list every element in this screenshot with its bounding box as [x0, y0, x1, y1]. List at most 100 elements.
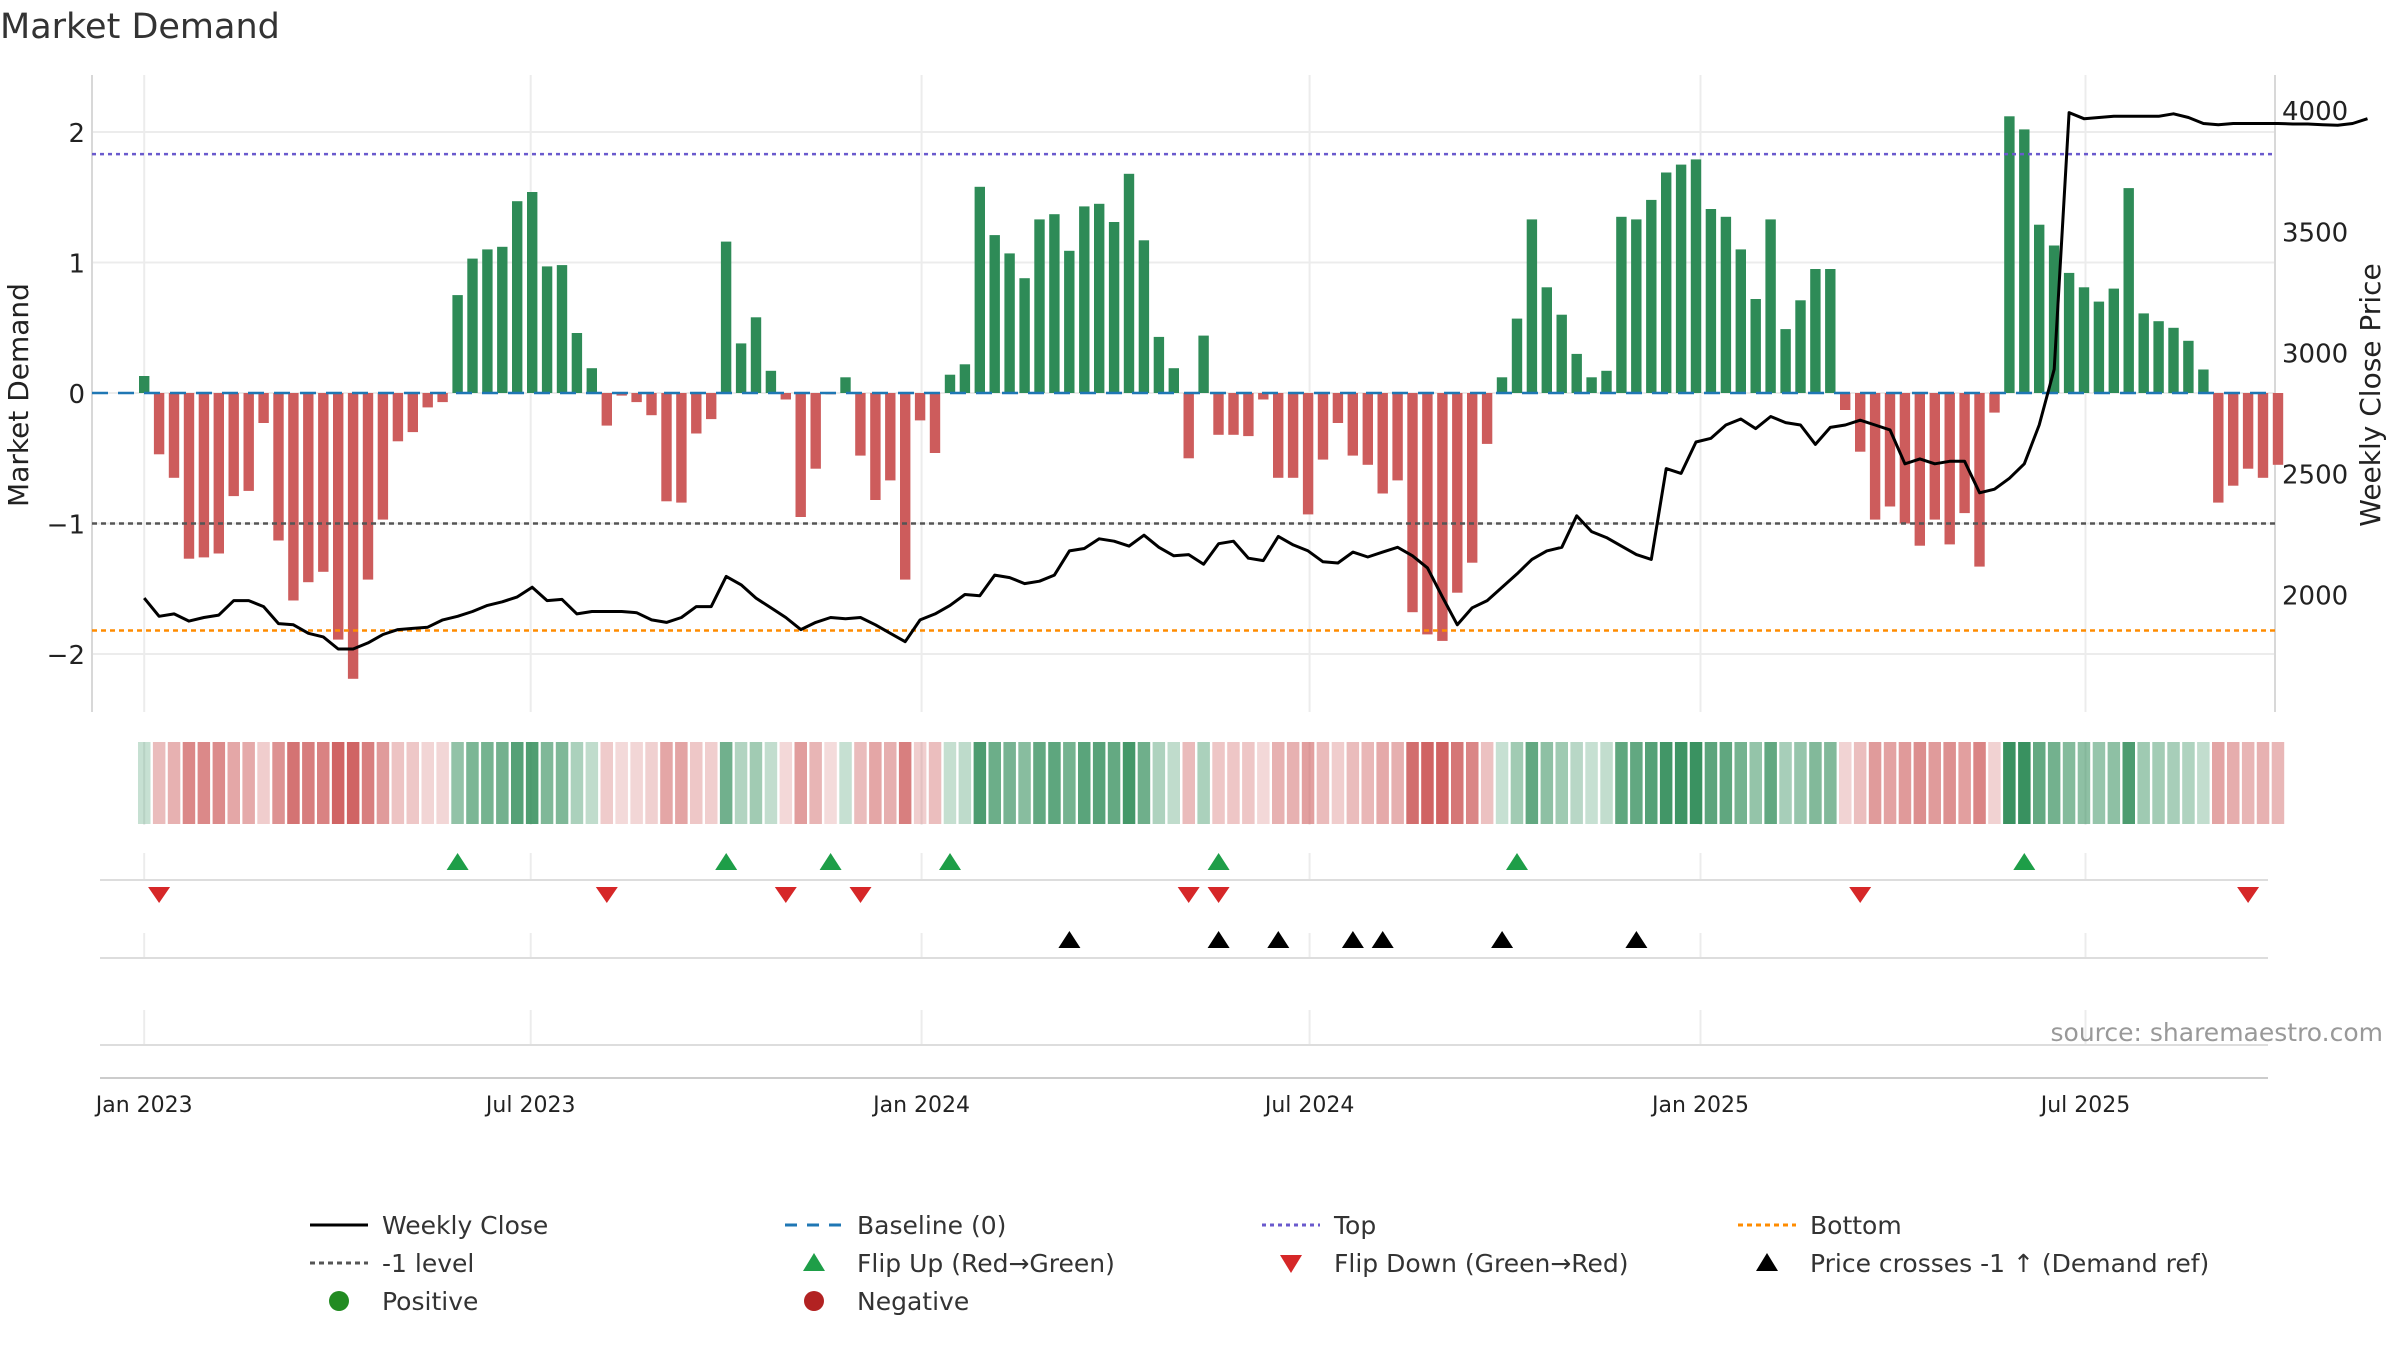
demand-bar [855, 393, 866, 456]
y-tick-label: −2 [47, 641, 85, 671]
demand-bar [810, 393, 821, 469]
demand-bar [1601, 370, 1612, 393]
strip-cell [287, 742, 300, 824]
demand-bar [1123, 173, 1135, 393]
strip-cell [839, 742, 852, 824]
strip-cell [1570, 742, 1583, 824]
strip-cell [1227, 742, 1240, 824]
strip-cell [1137, 742, 1151, 824]
strip-cell [1495, 742, 1509, 824]
strip-cell [331, 742, 345, 824]
legend-label: Flip Down (Green→Red) [1334, 1249, 1629, 1278]
demand-bar [2183, 340, 2194, 393]
strip-cell [227, 742, 240, 824]
flip-down-marker [1207, 887, 1230, 903]
legend-label: Price crosses -1 ↑ (Demand ref) [1810, 1249, 2209, 1278]
demand-bar [1049, 214, 1060, 393]
strip-cell [540, 742, 554, 824]
demand-bar [556, 265, 568, 393]
flip-up-marker [1207, 853, 1230, 870]
color-strip-panel [138, 742, 2285, 824]
x-tick-label: Jan 2024 [871, 1093, 970, 1118]
y2-tick-label: 4000 [2282, 97, 2348, 127]
demand-bar [616, 393, 627, 396]
demand-bar [2108, 288, 2119, 393]
strip-cell [1063, 742, 1076, 824]
strip-cell [1585, 742, 1598, 824]
demand-bar [989, 235, 1000, 393]
strip-cell [2227, 742, 2240, 824]
strip-cell [2062, 742, 2076, 824]
demand-bar [676, 393, 687, 503]
demand-bar [437, 393, 448, 403]
strip-cell [317, 742, 330, 824]
strip-cell [1794, 742, 1807, 824]
strip-cell [749, 742, 763, 824]
strip-cell [1406, 742, 1419, 824]
strip-cell [690, 742, 703, 824]
strip-cell [1466, 742, 1479, 824]
strip-cell [1943, 742, 1956, 824]
strip-cell [1779, 742, 1792, 824]
strip-cell [1973, 742, 1986, 824]
demand-bar [735, 343, 747, 393]
legend-label: Baseline (0) [857, 1211, 1006, 1240]
strip-cell [376, 742, 390, 824]
legend-swatch [803, 1253, 825, 1271]
demand-bar [318, 393, 329, 572]
demand-bar [1810, 269, 1821, 393]
demand-bar [929, 393, 941, 453]
strip-cell [496, 742, 509, 824]
demand-bar [1750, 299, 1761, 393]
demand-bar [1094, 203, 1105, 393]
demand-bar [1795, 300, 1806, 393]
strip-cell [212, 742, 226, 824]
strip-cell [2047, 742, 2061, 824]
demand-bar [720, 241, 732, 393]
strip-cell [943, 742, 957, 824]
strip-cell [913, 742, 927, 824]
demand-bar [571, 333, 583, 393]
demand-bar [1840, 393, 1851, 410]
demand-bar [1765, 219, 1776, 393]
strip-cell [958, 742, 972, 824]
demand-bar [1959, 393, 1970, 514]
demand-bar [1661, 172, 1672, 393]
strip-cell [1480, 742, 1494, 824]
legend: Weekly Close Baseline (0) Top Bottom -1 leve… [310, 1211, 2209, 1316]
demand-bar [2168, 327, 2179, 394]
demand-bar [1317, 393, 1329, 460]
legend-label: Positive [382, 1287, 478, 1316]
demand-bar [153, 393, 165, 455]
demand-bar [795, 393, 806, 517]
x-tick-label: Jan 2025 [1650, 1093, 1749, 1118]
demand-bar [347, 393, 359, 679]
strip-cell [2092, 742, 2106, 824]
strip-cell [675, 742, 688, 824]
strip-cell [824, 742, 837, 824]
demand-bar [541, 266, 553, 393]
demand-bar [1108, 222, 1120, 393]
strip-cell [2271, 742, 2285, 824]
demand-bar [2198, 369, 2209, 393]
demand-bar [974, 186, 985, 393]
y-tick-label: 2 [68, 119, 85, 149]
strip-cell [734, 742, 748, 824]
legend-label: Top [1333, 1211, 1376, 1240]
strip-cell [242, 742, 255, 824]
demand-bar [1481, 393, 1493, 444]
x-tick-label: Jul 2024 [1263, 1093, 1355, 1118]
demand-bar [1675, 164, 1687, 393]
demand-bar [362, 393, 374, 580]
strip-cell [2241, 742, 2255, 824]
y-tick-label: −1 [47, 511, 85, 541]
strip-cell [1197, 742, 1210, 824]
demand-bar [422, 393, 433, 408]
demand-bar [2138, 313, 2149, 393]
flip-down-marker [1177, 887, 1200, 903]
demand-bar [1631, 219, 1642, 393]
strip-cell [660, 742, 673, 824]
demand-bar [900, 393, 911, 580]
demand-bar [706, 393, 717, 420]
strip-cell [2003, 742, 2016, 824]
